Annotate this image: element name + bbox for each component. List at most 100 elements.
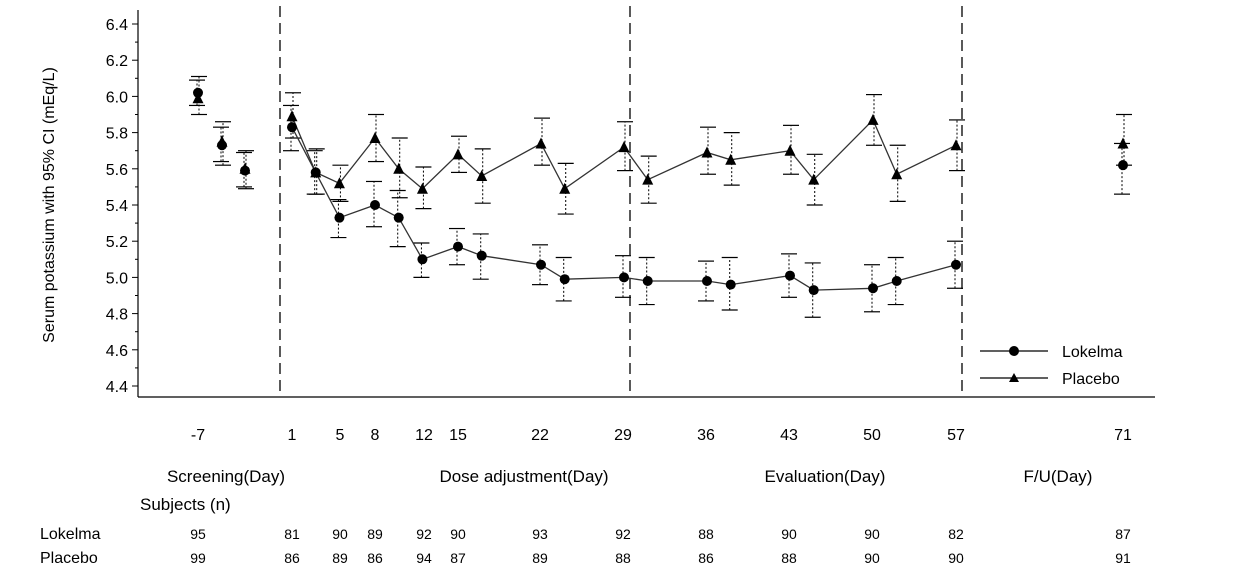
legend-label: Lokelma — [1062, 344, 1123, 361]
x-tick-label: 57 — [947, 427, 965, 444]
lokelma-point — [370, 200, 380, 210]
y-tick-label: 5.0 — [106, 270, 128, 287]
placebo-point — [333, 177, 345, 189]
lokelma-point — [476, 250, 487, 261]
lokelma-point — [1118, 160, 1128, 171]
table-cell: 82 — [948, 526, 964, 542]
y-tick-label: 5.2 — [106, 234, 128, 251]
y-tick-label: 5.4 — [106, 198, 128, 215]
x-tick-label: 22 — [531, 427, 549, 444]
y-tick-label: 6.4 — [106, 17, 128, 34]
lokelma-point — [453, 241, 463, 252]
phase-label: Dose adjustment(Day) — [439, 467, 608, 486]
table-cell: 89 — [367, 526, 383, 542]
table-cell: 90 — [450, 526, 466, 542]
placebo-point — [891, 168, 903, 180]
table-cell: 93 — [532, 526, 548, 542]
placebo-point — [642, 173, 654, 185]
placebo-point — [867, 113, 879, 125]
legend: Lokelma Placebo — [980, 344, 1123, 388]
y-tick-label: 6.2 — [106, 53, 128, 70]
series-line-placebo — [291, 116, 957, 190]
table-row-label: Lokelma — [40, 526, 101, 543]
table-cell: 90 — [332, 526, 348, 542]
x-tick-label: -7 — [191, 427, 205, 444]
placebo-point — [701, 146, 713, 158]
lokelma-point — [287, 122, 297, 133]
table-cell: 90 — [864, 550, 880, 566]
lokelma-point — [951, 259, 961, 270]
legend-label: Placebo — [1062, 371, 1120, 388]
table-cell: 90 — [948, 550, 964, 566]
placebo-point — [784, 144, 796, 156]
x-tick-label: 12 — [415, 427, 433, 444]
phase-label: Evaluation(Day) — [765, 467, 886, 486]
y-tick-label: 4.4 — [106, 379, 128, 396]
placebo-point — [559, 182, 571, 194]
y-axis-title: Serum potassium with 95% CI (mEq/L) — [41, 67, 58, 343]
lokelma-point — [891, 276, 902, 287]
placebo-point — [476, 170, 488, 182]
table-cell: 95 — [190, 526, 206, 542]
table-cell: 88 — [615, 550, 631, 566]
table-cell: 92 — [615, 526, 631, 542]
table-cell: 91 — [1115, 550, 1131, 566]
table-cell: 86 — [698, 550, 714, 566]
table-cell: 87 — [450, 550, 466, 566]
placebo-point — [192, 92, 204, 104]
lokelma-point — [868, 283, 878, 294]
x-tick-label: 29 — [614, 427, 632, 444]
table-cell: 87 — [1115, 526, 1131, 542]
lokelma-point — [619, 272, 629, 283]
series-markers — [192, 87, 1129, 296]
x-tick-label: 1 — [288, 427, 297, 444]
y-tick-label: 5.6 — [106, 162, 128, 179]
lokelma-point — [785, 270, 795, 281]
placebo-point — [725, 153, 737, 165]
table-cell: 89 — [332, 550, 348, 566]
phase-dividers — [279, 6, 963, 397]
lokelma-point — [702, 276, 712, 287]
lokelma-point — [393, 212, 404, 223]
table-cell: 88 — [781, 550, 797, 566]
axes — [132, 10, 1155, 398]
y-tick-label: 5.8 — [106, 126, 128, 143]
table-cell: 99 — [190, 550, 206, 566]
table-cell: 92 — [416, 526, 432, 542]
axis-labels: 4.4 4.6 4.8 5.0 5.2 5.4 5.6 5.8 6.0 6.2 6.4 Serum p… — [41, 17, 1132, 486]
lokelma-point — [642, 276, 653, 287]
placebo-point — [286, 110, 298, 122]
placebo-point — [393, 162, 405, 174]
x-tick-label: 50 — [863, 427, 881, 444]
lokelma-point — [536, 259, 546, 270]
phase-label: F/U(Day) — [1024, 467, 1093, 486]
x-tick-label: 15 — [449, 427, 467, 444]
y-tick-label: 4.8 — [106, 307, 128, 324]
x-tick-label: 8 — [371, 427, 380, 444]
table-cell: 86 — [284, 550, 300, 566]
table-cell: 88 — [698, 526, 714, 542]
placebo-point — [416, 182, 428, 194]
placebo-point — [310, 166, 322, 178]
phase-label: Screening(Day) — [167, 467, 285, 486]
table-cell: 89 — [532, 550, 548, 566]
lokelma-point — [725, 279, 736, 290]
placebo-point — [216, 135, 228, 147]
x-tick-label: 5 — [336, 427, 345, 444]
x-tick-label: 36 — [697, 427, 715, 444]
legend-marker-circle — [1009, 346, 1019, 356]
table-row-label: Placebo — [40, 550, 98, 567]
lokelma-point — [334, 212, 345, 223]
placebo-point — [239, 162, 251, 174]
placebo-point — [1117, 137, 1129, 149]
placebo-point — [618, 141, 630, 153]
lokelma-point — [417, 254, 428, 265]
table-cell: 81 — [284, 526, 300, 542]
y-tick-label: 6.0 — [106, 89, 128, 106]
placebo-point — [452, 148, 464, 160]
placebo-point — [808, 173, 820, 185]
subjects-table: Subjects (n) Lokelma 95 81 90 89 92 90 93 92 88 90 9… — [40, 495, 1131, 567]
table-cell: 94 — [416, 550, 432, 566]
table-title: Subjects (n) — [140, 495, 231, 514]
